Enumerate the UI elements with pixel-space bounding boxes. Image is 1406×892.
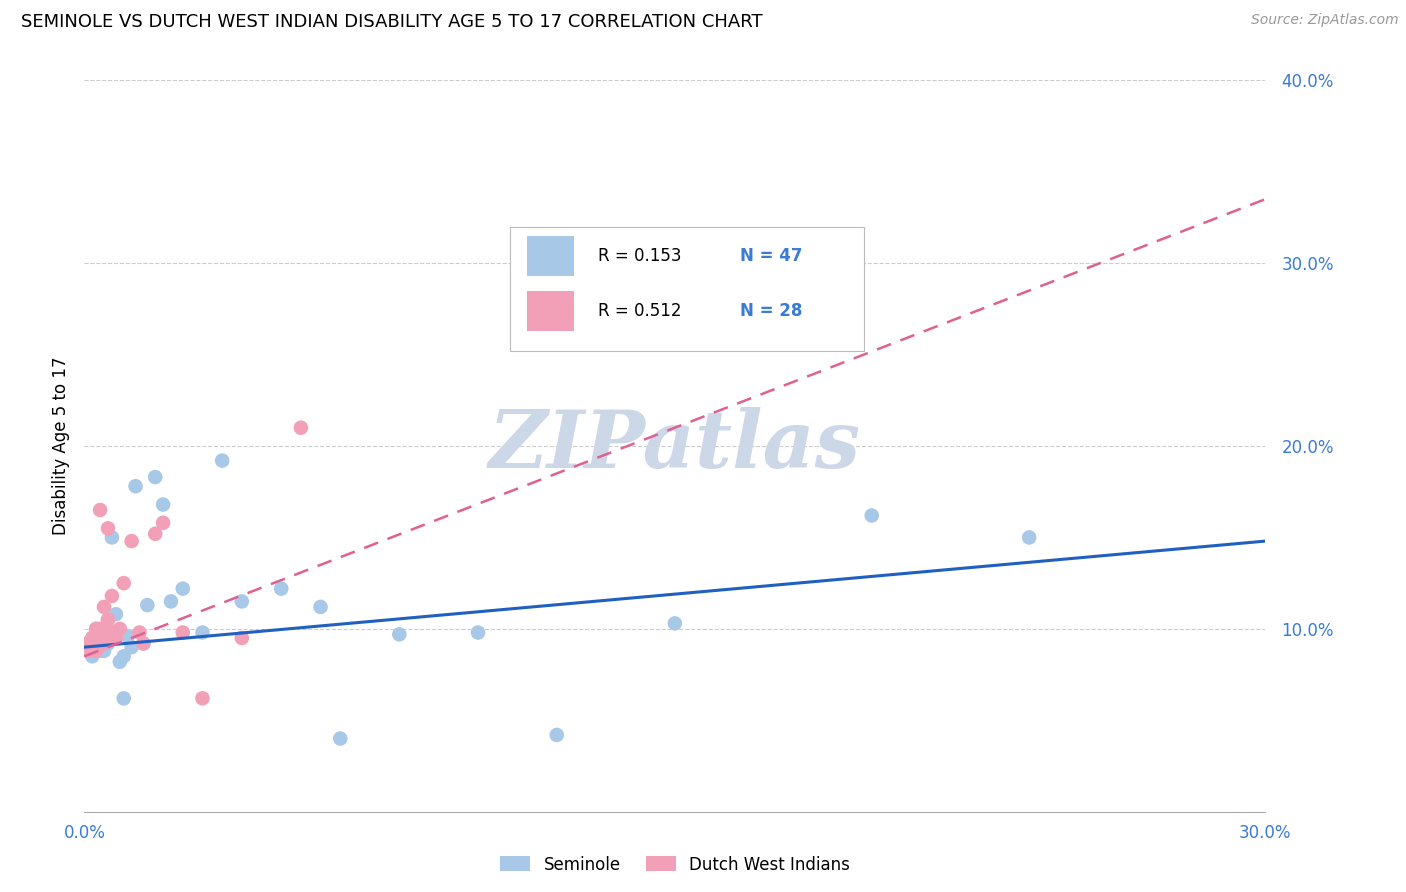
Point <box>309 599 332 614</box>
Point <box>89 636 111 650</box>
Point <box>84 631 107 645</box>
Point <box>132 636 155 650</box>
Bar <box>527 291 575 331</box>
Text: N = 47: N = 47 <box>740 247 803 265</box>
Point <box>101 589 124 603</box>
Point <box>1018 530 1040 544</box>
Point <box>101 625 124 640</box>
Point <box>84 622 107 636</box>
Point <box>112 649 135 664</box>
Point <box>84 622 107 636</box>
Point <box>152 498 174 512</box>
Point <box>108 622 131 636</box>
Point <box>89 625 111 640</box>
Point <box>121 640 143 655</box>
Text: R = 0.153: R = 0.153 <box>598 247 682 265</box>
Point <box>82 649 104 664</box>
Point <box>93 644 115 658</box>
Point <box>93 625 115 640</box>
Point <box>546 728 568 742</box>
Point <box>84 644 107 658</box>
Point <box>388 627 411 641</box>
Point <box>93 636 115 650</box>
Point <box>93 636 115 650</box>
Point <box>101 625 124 640</box>
Legend: Seminole, Dutch West Indians: Seminole, Dutch West Indians <box>494 849 856 880</box>
Point <box>191 691 214 706</box>
Bar <box>509 227 863 351</box>
Point <box>77 644 100 658</box>
Point <box>152 516 174 530</box>
Point <box>97 521 120 535</box>
Point <box>82 640 104 655</box>
Point <box>231 631 253 645</box>
Point <box>172 582 194 596</box>
Point <box>329 731 352 746</box>
Point <box>77 644 100 658</box>
Point <box>89 503 111 517</box>
Point <box>143 470 166 484</box>
Point <box>97 613 120 627</box>
Bar <box>527 235 575 276</box>
Point <box>124 479 146 493</box>
Point <box>101 530 124 544</box>
Point <box>112 691 135 706</box>
Text: SEMINOLE VS DUTCH WEST INDIAN DISABILITY AGE 5 TO 17 CORRELATION CHART: SEMINOLE VS DUTCH WEST INDIAN DISABILITY… <box>21 13 762 31</box>
Text: N = 28: N = 28 <box>740 301 803 319</box>
Point <box>231 594 253 608</box>
Point <box>143 526 166 541</box>
Point <box>93 599 115 614</box>
Point <box>290 421 312 435</box>
Point <box>117 629 139 643</box>
Point <box>172 625 194 640</box>
Point <box>77 636 100 650</box>
Point <box>121 534 143 549</box>
Point <box>270 582 292 596</box>
Point <box>136 598 159 612</box>
Text: R = 0.512: R = 0.512 <box>598 301 682 319</box>
Point <box>664 616 686 631</box>
Point <box>82 631 104 645</box>
Point <box>82 640 104 655</box>
Point <box>89 622 111 636</box>
Point <box>104 607 127 622</box>
Point <box>89 644 111 658</box>
Y-axis label: Disability Age 5 to 17: Disability Age 5 to 17 <box>52 357 70 535</box>
Point <box>89 631 111 645</box>
Point <box>84 644 107 658</box>
Point <box>97 625 120 640</box>
Point <box>211 453 233 467</box>
Text: Source: ZipAtlas.com: Source: ZipAtlas.com <box>1251 13 1399 28</box>
Text: ZIPatlas: ZIPatlas <box>489 408 860 484</box>
Point <box>93 622 115 636</box>
Point <box>97 636 120 650</box>
Point <box>112 576 135 591</box>
Point <box>860 508 883 523</box>
Point <box>97 613 120 627</box>
Point <box>77 636 100 650</box>
Point <box>84 631 107 645</box>
Point <box>82 631 104 645</box>
Point <box>191 625 214 640</box>
Point <box>93 629 115 643</box>
Point <box>128 625 150 640</box>
Point <box>160 594 183 608</box>
Point <box>108 655 131 669</box>
Point <box>84 636 107 650</box>
Point <box>467 625 489 640</box>
Point <box>104 631 127 645</box>
Point <box>132 636 155 650</box>
